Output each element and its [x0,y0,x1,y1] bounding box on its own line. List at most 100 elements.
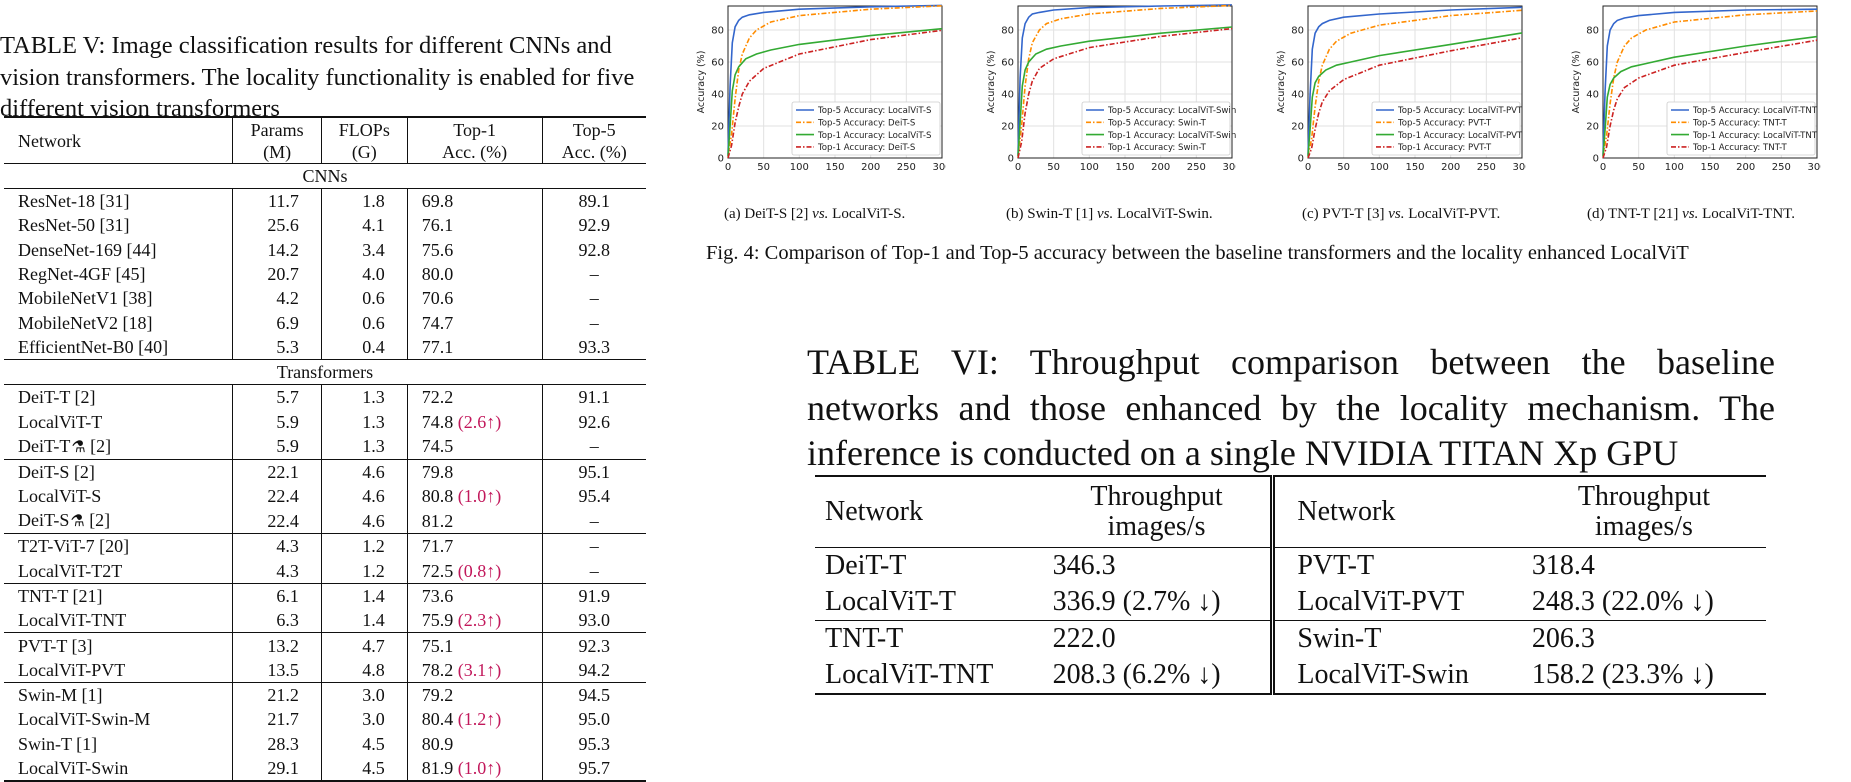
top5-value: – [542,433,646,460]
params-value: 4.3 [232,558,322,584]
flops-value: 4.5 [321,731,408,756]
section-label-transformers: Transformers [4,359,646,386]
header-top1-label: Top-1 [453,119,497,140]
top1-value: 76.1 [407,213,543,238]
x-tick-label: 50 [1047,162,1060,173]
x-tick-label: 0 [725,162,731,173]
table5-section-cnn: CNNs [4,163,646,189]
params-value: 5.9 [232,433,322,460]
table-row: LocalViT-T 336.9 (2.7% ↓) LocalViT-PVT 248.… [815,584,1766,621]
table5-header-network: Network [4,116,234,164]
table6: Network Throughput images/s Network Throu… [815,475,1766,695]
x-tick-label: 100 [1665,162,1684,173]
network-name: ResNet-50 [31] [4,213,234,238]
series-line [727,4,943,155]
flops-value: 4.8 [321,657,408,684]
flops-value: 3.0 [321,707,408,732]
x-tick-label: 100 [1080,162,1099,173]
flops-value: 4.5 [321,755,408,782]
legend-entry: Top-5 Accuracy: LocalViT-PVT [1397,106,1523,116]
series-line [1602,8,1818,155]
table-row: DeiT-T [2] 5.7 1.3 72.2 91.1 [4,384,646,410]
x-tick-label: 50 [757,162,770,173]
params-value: 11.7 [232,188,322,214]
x-tick-label: 300 [932,162,946,173]
throughput-value-right: 248.3 (22.0% ↓) [1521,584,1766,621]
y-tick-label: 20 [1586,122,1599,133]
top1-number: 74.5 [421,436,454,457]
flops-value: 0.4 [321,334,408,361]
top1-number: 71.7 [421,536,454,557]
legend-entry: Top-1 Accuracy: LocalViT-TNT [1692,131,1818,141]
network-name-text: DeiT-T [2] [18,387,96,408]
top5-value: 91.1 [578,387,611,408]
top5-value: 94.5 [578,685,611,706]
top5-value: 93.3 [542,334,646,361]
top5-value: – [589,536,599,557]
flops-value: 1.4 [321,583,408,609]
network-name-text: LocalViT-T2T [18,560,123,581]
legend-entry: Top-1 Accuracy: DeiT-S [817,143,915,153]
table-row: TNT-T 222.0 Swin-T 206.3 [815,620,1766,657]
top1-value: 72.5 (0.8↑) [407,558,543,584]
x-tick-label: 300 [1512,162,1526,173]
x-tick-label: 0 [1600,162,1606,173]
params-value: 5.3 [232,334,322,361]
legend-entry: Top-5 Accuracy: Swin-T [1107,119,1207,129]
network-cite: [2] [90,435,112,456]
flops-value: 1.3 [321,409,408,434]
y-tick-label: 20 [1001,122,1014,133]
table5-section-transformers: Transformers [4,359,646,386]
table-row: T2T-ViT-7 [20] 4.3 1.2 71.7 – [4,533,646,559]
table-row: LocalViT-PVT 13.5 4.8 78.2 (3.1↑) 94.2 [4,657,646,684]
top1-value: 79.2 [407,682,543,708]
table6-header-row: Network Throughput images/s Network Throu… [815,475,1766,548]
flops-value: 4.7 [321,632,408,658]
table6-header-network-left: Network [815,475,1043,548]
flops-value: 1.4 [321,608,408,634]
header-flops-label: FLOPs [338,119,390,140]
table5-header-top5: Top-5 Acc. (%) [542,116,646,164]
chart-swin-t: 0 50 100 150 200 250 300 0 20 40 60 80 Accuracy (%) T… [986,4,1236,173]
x-tick-label: 200 [1441,162,1460,173]
top1-gain: (1.0↑) [457,758,502,779]
params-value: 22.4 [232,508,322,535]
y-tick-label: 80 [1001,26,1014,37]
series-line [1017,26,1233,157]
table-row: EfficientNet-B0 [40] 5.3 0.4 77.1 93.3 [4,334,646,361]
distillation-flask-icon: ⚗ [70,511,85,531]
table6-header-network-right: Network [1272,475,1522,548]
network-name: Swin-M [1] [4,682,234,708]
y-tick-label: 80 [711,26,724,37]
network-name-right: LocalViT-PVT [1272,584,1522,621]
series-line [1017,4,1233,157]
series-line [1017,27,1233,159]
legend-entry: Top-1 Accuracy: TNT-T [1692,143,1787,153]
x-tick-label: 250 [1187,162,1206,173]
network-name-left: DeiT-T [825,550,907,581]
flops-value: 4.6 [321,459,408,484]
params-value: 20.7 [232,261,322,287]
y-tick-label: 0 [1008,154,1014,165]
flops-value: 4.6 [321,508,408,535]
network-name: DeiT-T⚗ [2] [4,433,234,460]
x-tick-label: 150 [1405,162,1424,173]
top1-value: 74.7 [407,310,543,335]
network-name: DenseNet-169 [44] [4,237,234,262]
network-name: EfficientNet-B0 [40] [4,334,234,361]
chart-tnt-t: 0 50 100 150 200 250 300 0 20 40 60 80 Accuracy (%) T… [1571,5,1821,173]
top1-value: 69.8 [407,188,543,214]
network-name: DeiT-S [2] [4,459,234,484]
network-name: T2T-ViT-7 [20] [4,533,234,559]
params-value: 6.1 [232,583,322,609]
subcaption-d: (d) TNT-T [21] vs. LocalViT-TNT. [1587,206,1795,222]
x-tick-label: 300 [1807,162,1821,173]
distillation-flask-icon: ⚗ [71,436,86,456]
top5-value: 95.4 [578,486,611,507]
top1-value: 75.1 [407,632,543,658]
table-row: LocalViT-T 5.9 1.3 74.8 (2.6↑) 92.6 [4,409,646,434]
network-name-right: PVT-T [1297,550,1375,581]
series-line [1602,35,1818,157]
table5-caption: TABLE V: Image classification results fo… [0,32,635,122]
y-tick-label: 20 [711,122,724,133]
